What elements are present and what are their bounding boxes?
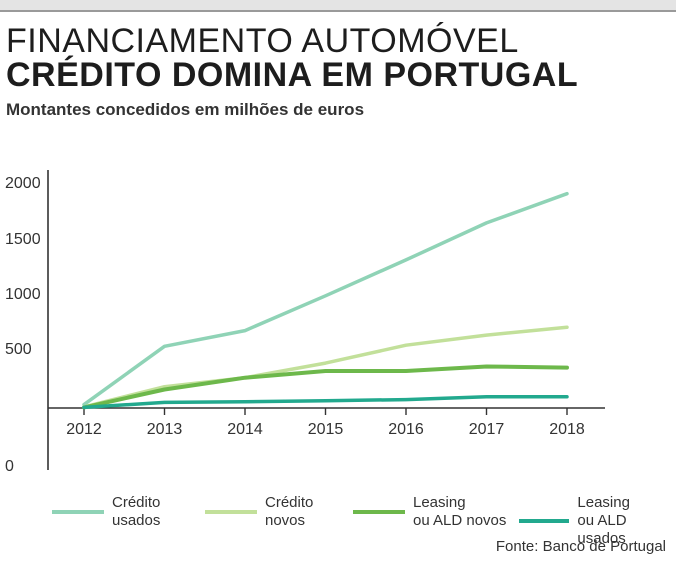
legend-label: Crédito usados: [112, 494, 161, 529]
x-tick-label: 2013: [147, 421, 183, 438]
top-rule: [0, 0, 676, 12]
legend-item: Crédito usados: [52, 494, 160, 530]
y-tick-label: 1500: [5, 231, 41, 248]
legend-swatch: [205, 510, 257, 514]
series-line: [82, 364, 569, 410]
legend-swatch: [519, 519, 570, 523]
legend-label: Leasing ou ALD usados: [577, 494, 630, 547]
x-tick-label: 2017: [469, 421, 505, 438]
x-tick-label: 2018: [549, 421, 585, 438]
legend-label: Crédito novos: [265, 494, 314, 529]
source-note: Fonte: Banco de Portugal: [495, 538, 666, 555]
x-tick-label: 2015: [308, 421, 344, 438]
chart-title-line1: FINANCIAMENTO AUTOMÓVEL: [6, 22, 519, 60]
series-line: [82, 325, 569, 409]
series-line: [82, 191, 569, 407]
x-tick-label: 2016: [388, 421, 424, 438]
chart-subtitle: Montantes concedidos em milhões de euros: [6, 100, 365, 119]
x-tick-label: 2014: [227, 421, 263, 438]
series-line: [82, 395, 569, 410]
legend-label: Leasing ou ALD novos: [413, 494, 507, 529]
legend-item: Leasing ou ALD usados: [519, 494, 676, 548]
legend-item: Crédito novos: [205, 494, 313, 530]
chart-title-line2: CRÉDITO DOMINA EM PORTUGAL: [6, 56, 579, 94]
y-tick-label: 1000: [5, 286, 41, 303]
legend-swatch: [353, 510, 405, 514]
legend-item: Leasing ou ALD novos: [353, 494, 506, 530]
y-tick-label: 500: [5, 341, 32, 358]
y-tick-label: 2000: [5, 175, 41, 192]
legend-swatch: [52, 510, 104, 514]
x-tick-label: 2012: [66, 421, 102, 438]
y-tick-label: 0: [5, 458, 14, 475]
